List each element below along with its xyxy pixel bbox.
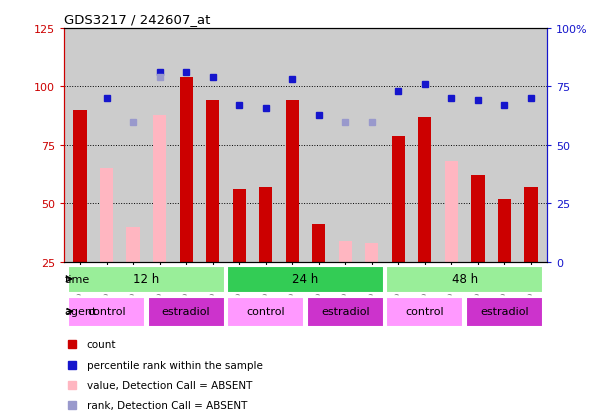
Bar [100,169,113,262]
Text: 24 h: 24 h [293,273,318,286]
Text: percentile rank within the sample: percentile rank within the sample [87,360,263,370]
FancyBboxPatch shape [386,266,543,294]
Bar [259,188,273,262]
FancyBboxPatch shape [307,298,384,327]
Text: GDS3217 / 242607_at: GDS3217 / 242607_at [64,13,211,26]
Bar [312,225,326,262]
Text: rank, Detection Call = ABSENT: rank, Detection Call = ABSENT [87,400,247,410]
FancyBboxPatch shape [68,298,145,327]
Text: estradiol: estradiol [162,306,210,317]
Bar [471,176,485,262]
Bar [524,188,538,262]
Text: control: control [87,306,126,317]
Bar [498,199,511,262]
Bar [126,227,140,262]
Text: control: control [246,306,285,317]
Text: time: time [65,274,90,284]
Text: agent: agent [65,306,97,317]
FancyBboxPatch shape [227,266,384,294]
Bar [153,115,166,262]
Bar [73,111,87,262]
Text: 12 h: 12 h [133,273,159,286]
Text: control: control [406,306,444,317]
Text: 48 h: 48 h [452,273,478,286]
FancyBboxPatch shape [466,298,543,327]
Bar [365,244,378,262]
Bar [418,118,431,262]
Bar [445,162,458,262]
FancyBboxPatch shape [227,298,304,327]
FancyBboxPatch shape [386,298,463,327]
FancyBboxPatch shape [148,298,225,327]
Text: estradiol: estradiol [480,306,529,317]
Text: estradiol: estradiol [321,306,370,317]
Text: value, Detection Call = ABSENT: value, Detection Call = ABSENT [87,380,252,390]
Bar [206,101,219,262]
Bar [392,136,405,262]
FancyBboxPatch shape [68,266,225,294]
Bar [233,190,246,262]
Bar [285,101,299,262]
Bar [338,241,352,262]
Text: count: count [87,339,116,349]
Bar [180,78,193,262]
